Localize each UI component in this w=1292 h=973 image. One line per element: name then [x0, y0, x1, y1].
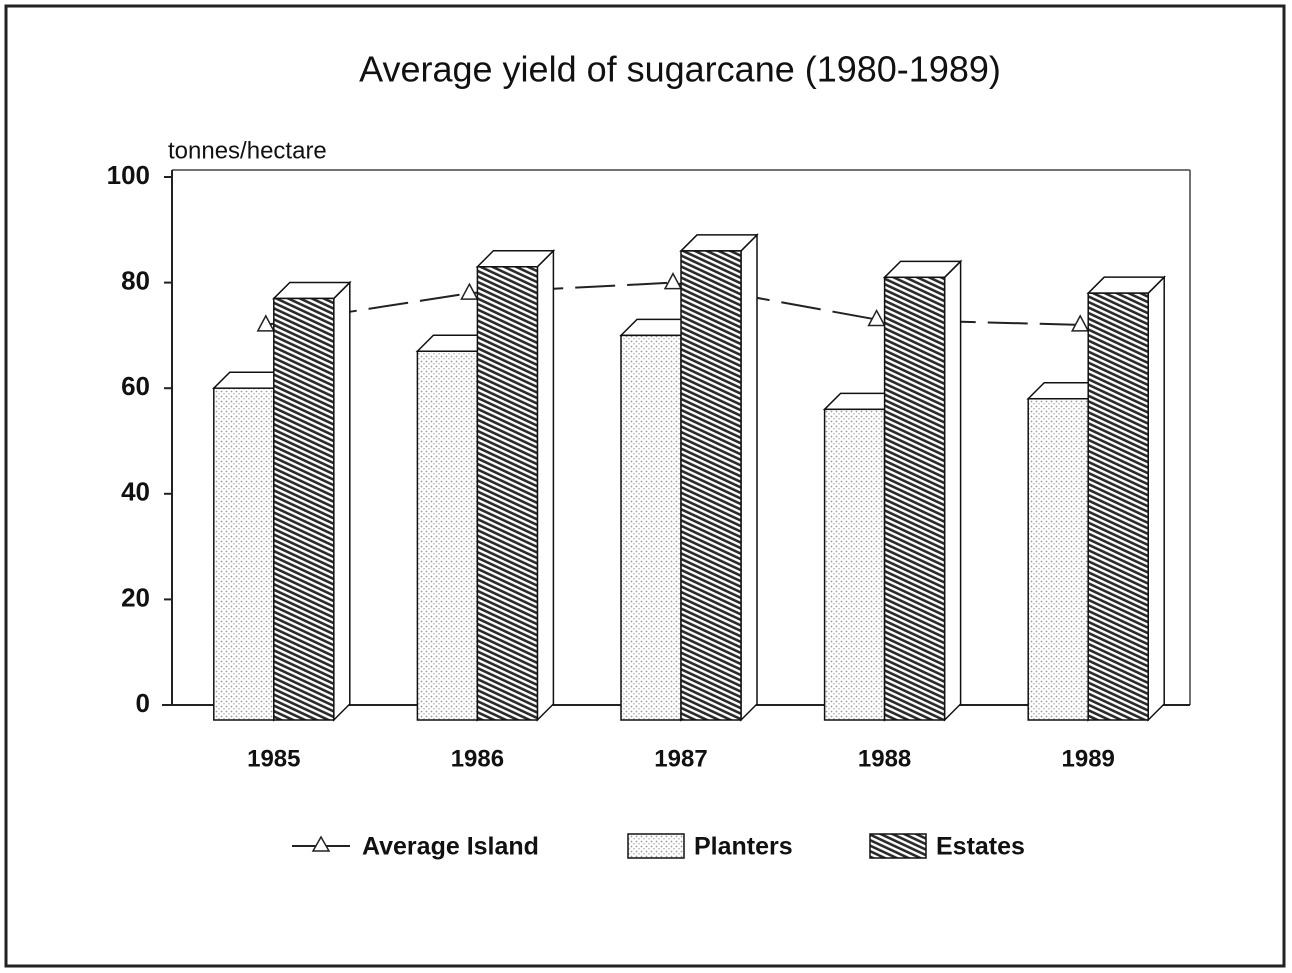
x-tick-label: 1988 — [858, 745, 911, 772]
line-marker — [867, 308, 886, 327]
legend-label: Estates — [936, 833, 1025, 861]
bar-side — [740, 233, 758, 722]
y-tick-label: 20 — [121, 582, 150, 612]
y-tick-label: 100 — [107, 160, 150, 190]
x-tick-label: 1989 — [1062, 745, 1115, 772]
line-marker — [256, 314, 276, 332]
bar — [883, 276, 946, 721]
x-tick-label: 1987 — [654, 745, 707, 772]
bar — [273, 297, 335, 721]
bar-side — [536, 248, 555, 722]
legend-item: Planters — [627, 833, 793, 861]
legend-swatch — [869, 833, 927, 859]
bar-side — [943, 259, 962, 722]
bar — [213, 387, 275, 721]
bar-side — [1147, 275, 1165, 722]
legend-label: Average Island — [362, 833, 539, 861]
bar — [620, 334, 682, 721]
y-tick-label: 0 — [136, 688, 150, 718]
x-tick-label: 1986 — [451, 745, 504, 772]
bar — [416, 350, 479, 721]
bar — [1087, 292, 1149, 721]
bar — [680, 250, 742, 721]
legend-label: Planters — [694, 833, 793, 861]
line-marker — [663, 272, 683, 290]
legend-swatch-marker — [311, 835, 331, 852]
bar — [1027, 398, 1089, 721]
bar — [476, 266, 539, 721]
y-tick-label: 40 — [121, 477, 150, 507]
legend-item: Average Island — [292, 833, 539, 861]
bar-side — [333, 280, 351, 722]
page-frame — [4, 4, 1286, 968]
y-axis-label: tonnes/hectare — [168, 137, 327, 164]
legend-swatch — [627, 833, 685, 859]
y-tick-label: 80 — [121, 265, 150, 295]
chart-title: Average yield of sugarcane (1980-1989) — [359, 49, 1001, 90]
line-marker — [1070, 314, 1090, 332]
bar — [823, 408, 886, 721]
x-tick-label: 1985 — [247, 745, 300, 772]
legend-item: Estates — [869, 833, 1025, 861]
y-tick-label: 60 — [121, 371, 150, 401]
line-marker — [460, 282, 479, 300]
